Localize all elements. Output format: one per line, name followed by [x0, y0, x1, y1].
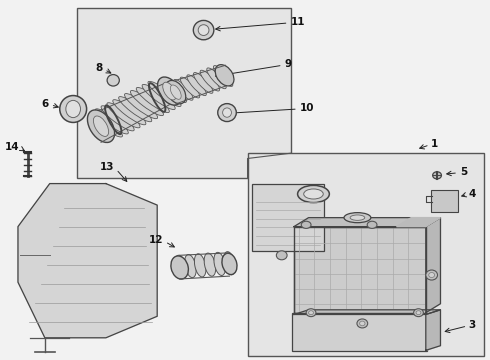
Ellipse shape	[215, 65, 234, 86]
Ellipse shape	[136, 87, 170, 113]
Ellipse shape	[357, 319, 368, 328]
Ellipse shape	[60, 95, 87, 122]
Text: 9: 9	[284, 59, 291, 69]
Ellipse shape	[158, 77, 181, 105]
FancyBboxPatch shape	[293, 314, 427, 351]
Ellipse shape	[124, 94, 158, 119]
Polygon shape	[18, 184, 157, 338]
Ellipse shape	[350, 215, 365, 220]
Ellipse shape	[66, 100, 80, 118]
Ellipse shape	[204, 253, 216, 276]
Text: 1: 1	[431, 139, 438, 149]
Ellipse shape	[433, 172, 441, 179]
Ellipse shape	[306, 309, 316, 317]
Ellipse shape	[429, 273, 435, 278]
Ellipse shape	[304, 189, 323, 199]
Polygon shape	[396, 218, 441, 226]
Bar	[76, 8, 292, 178]
FancyBboxPatch shape	[431, 190, 458, 212]
Ellipse shape	[195, 254, 206, 277]
Ellipse shape	[297, 185, 329, 203]
Ellipse shape	[113, 100, 146, 125]
Text: 11: 11	[291, 17, 305, 27]
Ellipse shape	[367, 221, 377, 228]
Ellipse shape	[344, 213, 371, 223]
Ellipse shape	[130, 90, 164, 116]
Polygon shape	[426, 310, 441, 350]
Ellipse shape	[301, 221, 311, 228]
Ellipse shape	[175, 255, 186, 278]
Polygon shape	[426, 218, 441, 313]
Ellipse shape	[148, 81, 181, 107]
Ellipse shape	[180, 77, 200, 98]
Bar	[247, 153, 485, 356]
Text: 2: 2	[266, 197, 273, 207]
Text: 13: 13	[100, 162, 115, 172]
Ellipse shape	[163, 82, 176, 100]
Text: 14: 14	[5, 142, 20, 152]
Ellipse shape	[276, 251, 287, 260]
Text: 7: 7	[278, 185, 285, 195]
Ellipse shape	[171, 85, 181, 99]
Text: 5: 5	[460, 167, 467, 177]
Ellipse shape	[187, 75, 206, 96]
Ellipse shape	[171, 256, 188, 279]
Ellipse shape	[198, 25, 209, 36]
Ellipse shape	[207, 68, 226, 89]
Text: 10: 10	[300, 103, 314, 113]
Ellipse shape	[87, 110, 115, 143]
Polygon shape	[294, 218, 441, 226]
Ellipse shape	[167, 82, 187, 103]
Ellipse shape	[107, 75, 120, 86]
Ellipse shape	[89, 112, 122, 137]
Ellipse shape	[194, 72, 213, 93]
Text: 4: 4	[469, 189, 476, 199]
Ellipse shape	[101, 106, 134, 131]
Ellipse shape	[218, 104, 236, 122]
Ellipse shape	[166, 81, 186, 104]
Ellipse shape	[173, 80, 193, 100]
Ellipse shape	[185, 255, 196, 278]
FancyBboxPatch shape	[252, 184, 324, 251]
Text: 8: 8	[95, 63, 102, 73]
Text: 3: 3	[469, 320, 476, 330]
Ellipse shape	[222, 108, 231, 117]
Text: 6: 6	[42, 99, 49, 109]
Ellipse shape	[194, 21, 214, 40]
Ellipse shape	[416, 311, 421, 315]
Ellipse shape	[94, 116, 109, 136]
Ellipse shape	[142, 84, 175, 109]
Ellipse shape	[414, 309, 423, 317]
Ellipse shape	[107, 103, 140, 128]
Ellipse shape	[119, 96, 152, 122]
Text: 12: 12	[149, 235, 164, 245]
Ellipse shape	[224, 252, 235, 275]
Ellipse shape	[213, 66, 233, 86]
Bar	[294, 226, 426, 313]
Ellipse shape	[95, 109, 128, 134]
Polygon shape	[294, 310, 441, 315]
Ellipse shape	[360, 321, 365, 326]
Ellipse shape	[200, 70, 220, 91]
Ellipse shape	[214, 252, 225, 275]
Ellipse shape	[309, 311, 314, 315]
Ellipse shape	[426, 270, 438, 280]
Ellipse shape	[222, 253, 237, 275]
